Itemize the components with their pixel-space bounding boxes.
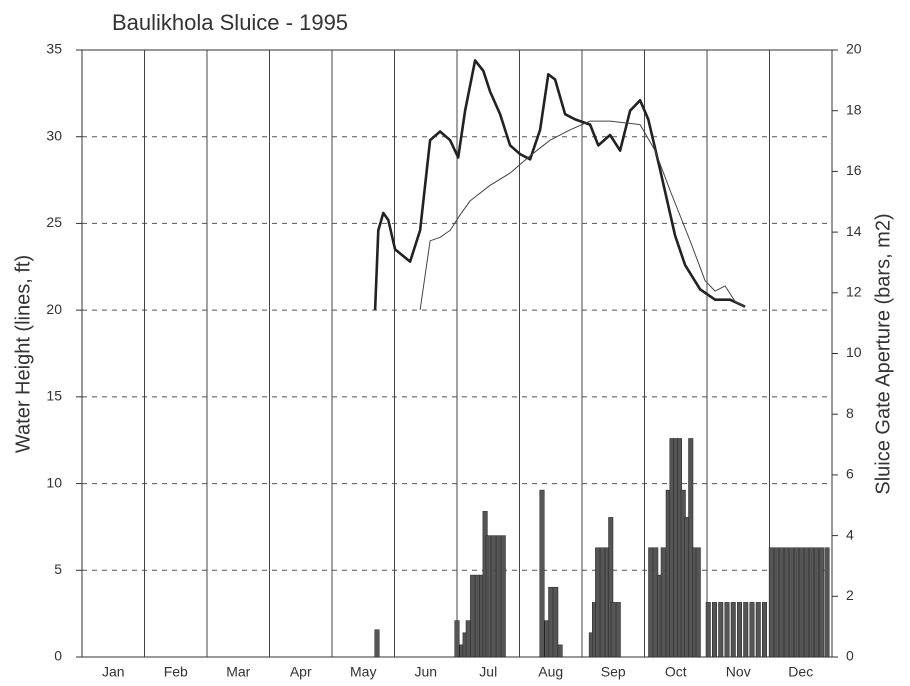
bar <box>724 602 730 658</box>
x-tick-label: Jun <box>414 664 437 680</box>
x-tick-label: Oct <box>665 664 687 680</box>
bar <box>539 489 545 658</box>
bar <box>818 547 824 658</box>
bar <box>470 574 476 658</box>
x-tick-label: Sep <box>601 664 626 680</box>
bar <box>768 547 774 658</box>
bar <box>755 602 761 658</box>
y2-tick-label: 20 <box>846 41 862 57</box>
bar <box>762 602 767 658</box>
bar <box>705 602 711 658</box>
bar <box>475 574 481 658</box>
bar <box>788 547 794 658</box>
x-tick-label: Feb <box>164 664 188 680</box>
y2-tick-label: 6 <box>846 466 854 482</box>
bar <box>712 602 717 658</box>
x-tick-label: May <box>350 664 376 680</box>
bar <box>500 535 506 658</box>
bar <box>695 547 701 658</box>
bar <box>454 620 460 658</box>
x-tick-label: Apr <box>290 664 312 680</box>
bar <box>824 547 830 658</box>
bar <box>495 535 501 658</box>
y-tick-label: 10 <box>46 474 62 490</box>
bar <box>773 547 779 658</box>
bar <box>465 620 471 658</box>
y-tick-label: 35 <box>46 41 62 57</box>
bar <box>749 602 755 658</box>
bar <box>553 586 559 658</box>
bar <box>743 602 749 658</box>
y2-tick-label: 14 <box>846 223 862 239</box>
bar <box>374 629 380 658</box>
bar <box>778 547 784 658</box>
y2-tick-label: 2 <box>846 587 854 603</box>
bar <box>595 547 601 658</box>
bar <box>798 547 804 658</box>
bar <box>803 547 809 658</box>
line <box>419 120 746 311</box>
line <box>373 59 746 311</box>
y-tick-label: 20 <box>46 301 62 317</box>
x-tick-label: Aug <box>538 664 563 680</box>
bar <box>793 547 799 658</box>
bar <box>737 602 742 658</box>
y-tick-label: 0 <box>54 648 62 664</box>
bar <box>548 586 554 658</box>
x-tick-label: Jul <box>479 664 497 680</box>
bar <box>490 535 496 658</box>
y2-tick-label: 0 <box>846 648 854 664</box>
bar <box>783 547 789 658</box>
chart-title: Baulikhola Sluice - 1995 <box>112 10 348 35</box>
y2-tick-label: 18 <box>846 101 862 117</box>
bar <box>648 547 654 658</box>
bar <box>615 602 621 658</box>
y-axis-label: Water Height (lines, ft) <box>12 255 34 453</box>
y-tick-label: 25 <box>46 214 62 230</box>
x-tick-label: Nov <box>726 664 751 680</box>
y2-axis-label: Sluice Gate Aperture (bars, m2) <box>872 213 894 494</box>
bar <box>730 602 736 658</box>
x-tick-label: Dec <box>788 664 813 680</box>
bar <box>600 547 606 658</box>
bar <box>660 547 666 658</box>
bar <box>808 547 814 658</box>
y-tick-label: 5 <box>54 561 62 577</box>
y2-tick-label: 16 <box>846 162 862 178</box>
bar <box>813 547 819 658</box>
y2-tick-label: 4 <box>846 526 854 542</box>
bar <box>718 602 724 658</box>
x-tick-label: Jan <box>102 664 125 680</box>
x-tick-label: Mar <box>226 664 250 680</box>
y2-tick-label: 8 <box>846 405 854 421</box>
y-tick-label: 30 <box>46 127 62 143</box>
bar <box>610 602 616 658</box>
y-tick-label: 15 <box>46 388 62 404</box>
bar <box>557 644 563 658</box>
bar <box>485 535 491 658</box>
y2-tick-label: 10 <box>846 344 862 360</box>
y2-tick-label: 12 <box>846 284 862 300</box>
